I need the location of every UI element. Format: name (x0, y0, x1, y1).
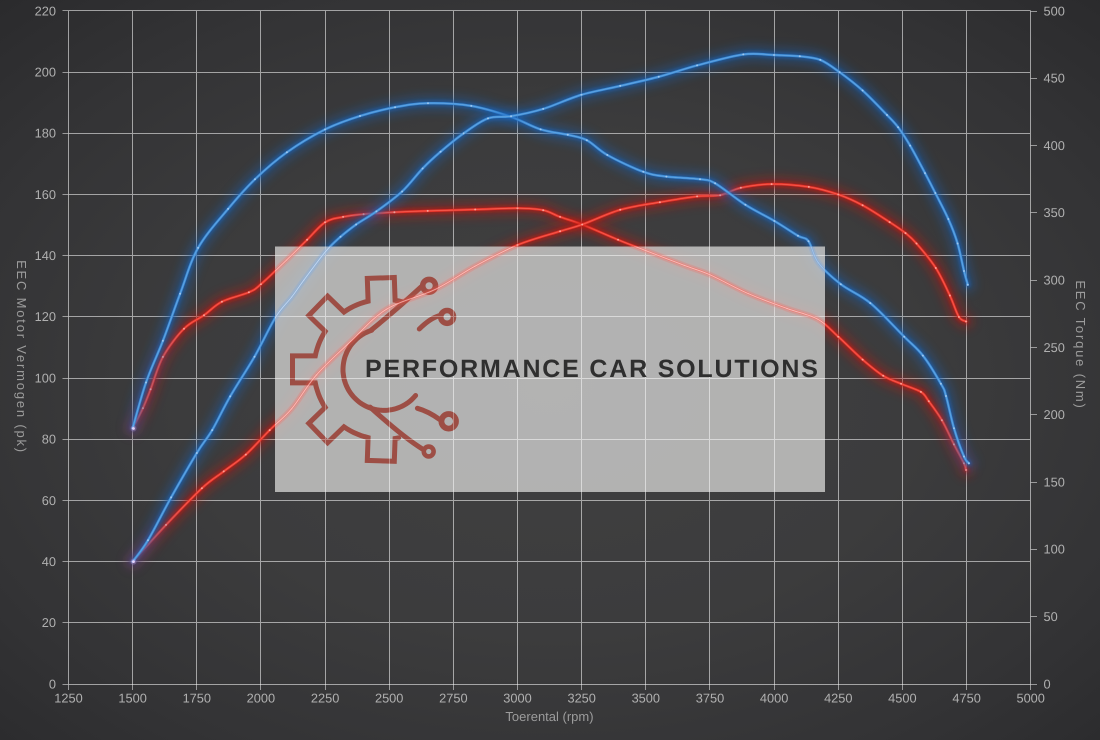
svg-text:3250: 3250 (567, 691, 595, 706)
svg-text:450: 450 (1044, 71, 1065, 86)
svg-text:1500: 1500 (118, 691, 146, 706)
svg-text:80: 80 (42, 432, 56, 447)
svg-text:5000: 5000 (1016, 691, 1044, 706)
svg-text:60: 60 (42, 493, 56, 508)
svg-text:2750: 2750 (439, 691, 467, 706)
svg-text:0: 0 (49, 676, 56, 691)
svg-text:4500: 4500 (888, 691, 916, 706)
svg-text:PERFORMANCE CAR SOLUTIONS: PERFORMANCE CAR SOLUTIONS (365, 355, 820, 383)
svg-text:100: 100 (35, 370, 56, 385)
svg-text:150: 150 (1044, 474, 1065, 489)
svg-text:4000: 4000 (760, 691, 788, 706)
svg-text:EEC Torque (Nm): EEC Torque (Nm) (1073, 280, 1088, 409)
svg-text:4750: 4750 (952, 691, 980, 706)
svg-text:4250: 4250 (824, 691, 852, 706)
svg-text:180: 180 (35, 126, 56, 141)
svg-text:100: 100 (1044, 542, 1065, 557)
svg-text:2500: 2500 (375, 691, 403, 706)
svg-text:EEC Motor Vermogen (pk): EEC Motor Vermogen (pk) (14, 260, 29, 454)
svg-text:0: 0 (1044, 676, 1051, 691)
svg-text:200: 200 (35, 65, 56, 80)
svg-text:400: 400 (1044, 138, 1065, 153)
svg-text:1250: 1250 (54, 691, 82, 706)
svg-text:140: 140 (35, 248, 56, 263)
svg-text:250: 250 (1044, 340, 1065, 355)
svg-text:300: 300 (1044, 273, 1065, 288)
svg-text:350: 350 (1044, 205, 1065, 220)
svg-text:2250: 2250 (311, 691, 339, 706)
svg-text:Toerental (rpm): Toerental (rpm) (505, 709, 593, 724)
svg-text:500: 500 (1044, 3, 1065, 18)
svg-text:2000: 2000 (247, 691, 275, 706)
svg-text:40: 40 (42, 554, 56, 569)
svg-text:3000: 3000 (503, 691, 531, 706)
svg-text:3500: 3500 (632, 691, 660, 706)
svg-text:200: 200 (1044, 407, 1065, 422)
svg-text:50: 50 (1044, 609, 1058, 624)
svg-text:220: 220 (35, 3, 56, 18)
svg-text:20: 20 (42, 615, 56, 630)
svg-text:120: 120 (35, 309, 56, 324)
svg-text:3750: 3750 (696, 691, 724, 706)
svg-text:160: 160 (35, 187, 56, 202)
svg-text:1750: 1750 (183, 691, 211, 706)
